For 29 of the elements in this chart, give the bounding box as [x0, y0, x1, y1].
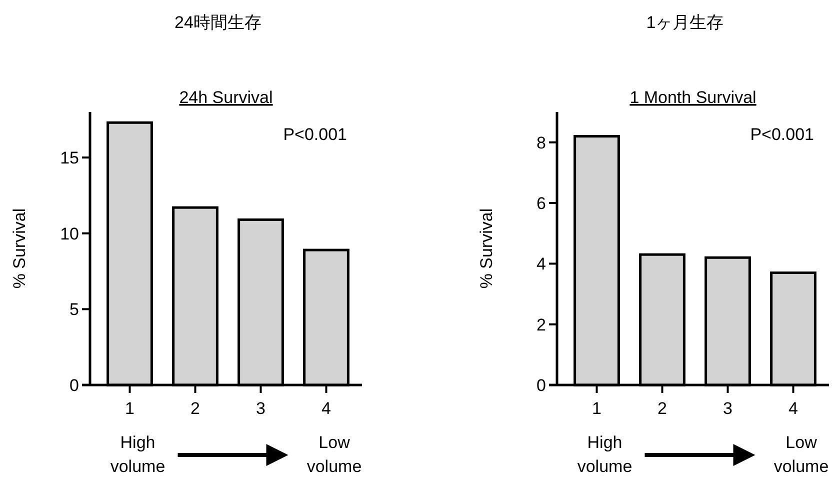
text: High volume: [110, 433, 166, 476]
y-tick-label: 6: [536, 194, 546, 213]
chart-title: 1ヶ月生存: [646, 13, 724, 32]
text: Low volume: [774, 433, 829, 476]
y-tick-label: 5: [70, 300, 79, 320]
x-tick-label: 4: [788, 399, 798, 418]
chart-title: 24時間生存: [174, 13, 262, 32]
y-tick-label: 4: [536, 254, 546, 274]
chart-subtitle: 1 Month Survival: [630, 88, 756, 107]
y-tick-label: 0: [70, 376, 79, 395]
x-tick-label: 2: [658, 399, 667, 418]
y-tick-label: 10: [60, 224, 79, 244]
y-tick-label: 0: [536, 376, 546, 395]
x-tick-label: 1: [125, 399, 134, 418]
y-tick-label: 15: [60, 148, 79, 168]
text: High volume: [577, 433, 632, 476]
x-tick-label: 1: [592, 399, 602, 418]
annotation: P<0.001: [750, 125, 814, 144]
annotation: P<0.001: [283, 125, 347, 144]
x-tick-label: 2: [190, 399, 200, 418]
x-tick-label: 3: [723, 399, 732, 418]
chart-subtitle: 24h Survival: [179, 88, 273, 107]
x-tick-label: 4: [322, 399, 331, 418]
text: Low volume: [306, 433, 362, 476]
y-tick-label: 8: [536, 133, 546, 152]
y-axis-title: % Survival: [477, 208, 496, 289]
y-tick-label: 2: [536, 315, 546, 334]
x-tick-label: 3: [256, 399, 266, 418]
y-axis-title: % Survival: [10, 208, 29, 289]
